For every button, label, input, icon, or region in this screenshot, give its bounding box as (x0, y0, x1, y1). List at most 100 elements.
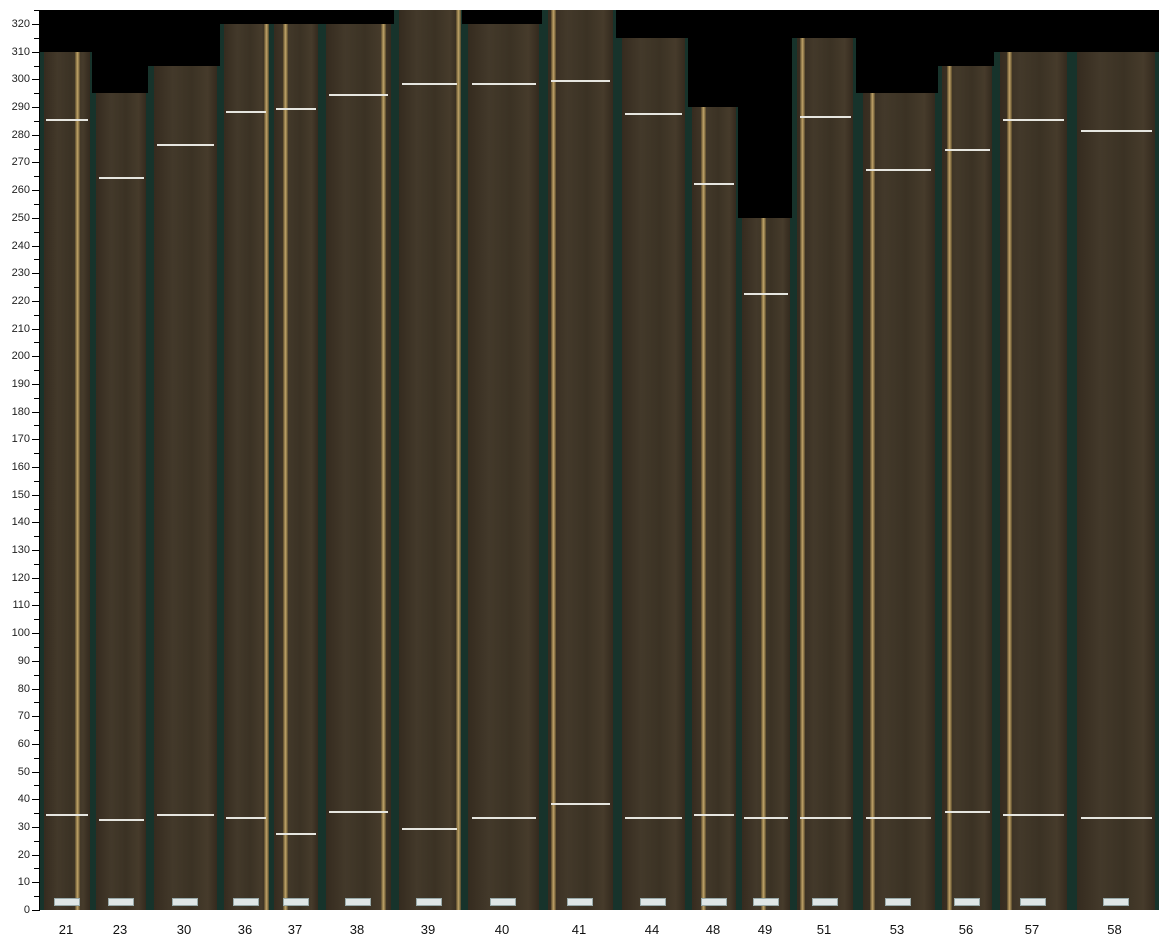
barcode-label (54, 898, 80, 906)
y-tick (34, 259, 39, 261)
barcode-label (283, 898, 309, 906)
y-tick (32, 383, 39, 385)
barcode-label (172, 898, 198, 906)
board-label: 56 (958, 922, 974, 937)
measure-mark (471, 816, 536, 819)
y-tick (34, 674, 39, 676)
y-tick (32, 826, 39, 828)
y-tick (34, 65, 39, 67)
y-tick (32, 577, 39, 579)
y-tick (34, 896, 39, 898)
veneer-board (462, 24, 542, 910)
barcode-label (108, 898, 134, 906)
y-tick (34, 840, 39, 842)
y-tick-label: 200 (11, 350, 30, 363)
y-tick-label: 30 (17, 820, 30, 833)
y-tick (32, 550, 39, 552)
board-label: 49 (757, 922, 773, 937)
sapwood-streak (870, 93, 876, 910)
wood-surface (44, 51, 90, 910)
measure-mark (944, 149, 990, 152)
y-tick (34, 619, 39, 621)
barcode-label (233, 898, 259, 906)
measure-mark (402, 82, 457, 85)
y-tick (32, 910, 39, 911)
veneer-strip-image (40, 10, 1159, 910)
y-tick (32, 79, 39, 81)
y-tick (32, 356, 39, 358)
wood-surface (1077, 51, 1155, 910)
y-tick-label: 140 (11, 516, 30, 529)
veneer-board (320, 24, 394, 910)
measure-mark (550, 80, 611, 83)
sapwood-streak (1006, 51, 1012, 910)
y-tick-label: 260 (11, 184, 30, 197)
measure-mark (865, 816, 932, 819)
measure-mark (402, 827, 457, 830)
y-tick-label: 160 (11, 461, 30, 473)
veneer-board (1070, 51, 1159, 910)
sapwood-streak (700, 107, 706, 910)
y-tick-label: 190 (11, 377, 30, 390)
y-tick (32, 660, 39, 662)
wood-surface (863, 93, 935, 910)
y-tick (34, 37, 39, 39)
y-tick (32, 743, 39, 745)
y-tick (32, 190, 39, 192)
y-tick-label: 240 (11, 239, 30, 252)
barcode-label (885, 898, 911, 906)
wood-surface (274, 24, 318, 910)
sapwood-streak (282, 24, 288, 910)
wood-surface (224, 24, 269, 910)
measure-mark (944, 811, 990, 814)
barcode-label (1020, 898, 1046, 906)
measure-mark (156, 813, 215, 816)
measure-mark (624, 113, 683, 116)
y-tick-label: 40 (17, 793, 30, 806)
y-tick (32, 217, 39, 219)
y-tick (34, 342, 39, 344)
sapwood-streak (455, 10, 461, 910)
y-tick-label: 220 (11, 294, 30, 307)
board-label: 36 (237, 922, 253, 937)
wood-surface (154, 65, 217, 910)
sapwood-streak (263, 24, 269, 910)
y-tick (32, 467, 39, 468)
y-tick-label: 310 (11, 45, 30, 58)
measure-mark (471, 82, 536, 85)
y-tick (32, 411, 39, 413)
measure-mark (226, 110, 266, 113)
board-label: 37 (287, 922, 303, 937)
y-tick (32, 605, 39, 607)
measure-mark (328, 811, 389, 814)
barcode-label (567, 898, 593, 906)
y-tick (34, 425, 39, 427)
y-tick (32, 688, 39, 690)
barcode-label (753, 898, 779, 906)
y-tick (32, 799, 39, 801)
veneer-board (270, 24, 320, 910)
wood-surface (326, 24, 391, 910)
y-tick-label: 180 (11, 405, 30, 418)
y-tick-label: 210 (11, 322, 30, 335)
wood-surface (942, 65, 992, 910)
board-label: 44 (644, 922, 660, 937)
y-tick-label: 150 (11, 488, 30, 501)
measure-mark (1080, 129, 1152, 132)
y-tick (32, 882, 39, 884)
y-tick (34, 868, 39, 870)
y-tick-label: 270 (11, 156, 30, 169)
y-tick (32, 522, 39, 524)
y-axis: 0 10 20 30 40 50 60 70 80 90 100 110 120 130 140 150 160… (0, 0, 40, 950)
y-tick-label: 90 (17, 654, 30, 667)
sapwood-streak (75, 51, 81, 910)
measure-mark (46, 813, 88, 816)
measure-mark (799, 816, 851, 819)
y-tick-label: 280 (11, 128, 30, 141)
y-tick-label: 300 (11, 73, 30, 86)
y-tick (32, 245, 39, 247)
veneer-board (92, 93, 148, 910)
board-label: 39 (420, 922, 436, 937)
measure-mark (46, 118, 88, 121)
y-tick (32, 633, 39, 635)
